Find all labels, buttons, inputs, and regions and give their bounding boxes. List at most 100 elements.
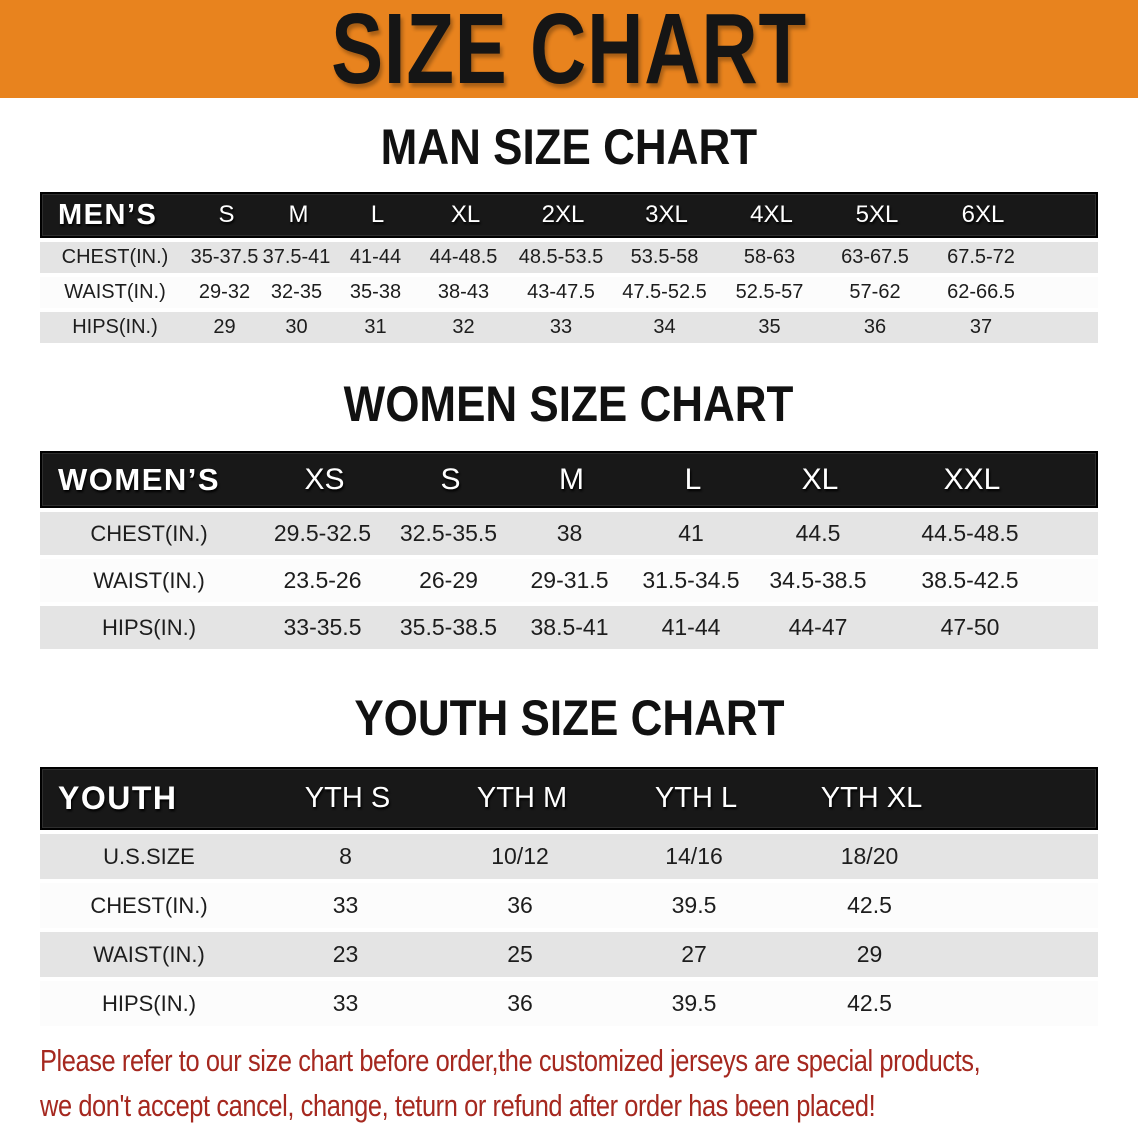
men-size-table: MEN’S S M L XL 2XL 3XL 4XL 5XL 6XL CHEST(IN.) 35-37… — [40, 192, 1098, 343]
table-cell: 57-62 — [849, 281, 901, 303]
table-cell: 29-31.5 — [530, 567, 609, 593]
table-cell: 31.5-34.5 — [642, 567, 740, 593]
table-cell: 32-35 — [270, 281, 323, 303]
table-cell: 38-43 — [437, 281, 490, 303]
table-cell: 23 — [332, 941, 359, 967]
table-cell: 34.5-38.5 — [769, 567, 867, 593]
table-cell: 36 — [507, 892, 533, 918]
table-header-row: MEN’S S M L XL 2XL 3XL 4XL 5XL 6XL — [40, 192, 1098, 238]
man-section-heading: MAN SIZE CHART — [0, 120, 1138, 174]
table-header-label: YOUTH — [58, 780, 178, 816]
column-header: S — [218, 201, 235, 228]
youth-size-table: YOUTH YTH S YTH M YTH L YTH XL U.S.SIZE 8 10/12… — [40, 767, 1098, 1026]
table-cell: 52.5-57 — [735, 281, 804, 303]
table-row: HIPS(IN.) 29 30 31 32 33 34 35 36 37 — [40, 312, 1098, 343]
order-disclaimer-note: Please refer to our size chart before or… — [40, 1038, 1138, 1128]
column-header: YTH M — [476, 782, 568, 814]
column-header: XL — [801, 462, 839, 496]
row-label: WAIST(IN.) — [93, 567, 205, 593]
table-cell: 42.5 — [847, 990, 892, 1016]
table-cell: 29 — [856, 941, 883, 967]
table-cell: 37 — [969, 316, 993, 338]
column-header: XXL — [943, 462, 1001, 496]
table-cell: 26-29 — [419, 567, 478, 593]
column-header: XL — [450, 201, 481, 228]
table-cell: 35-38 — [349, 281, 402, 303]
table-cell: 43-47.5 — [527, 281, 595, 303]
column-header: 5XL — [855, 201, 899, 228]
table-cell: 67.5-72 — [947, 246, 1015, 268]
table-cell: 35 — [758, 316, 781, 338]
table-cell: 33 — [549, 316, 573, 338]
table-cell: 31 — [364, 316, 387, 338]
column-header: 3XL — [645, 201, 688, 228]
table-row: U.S.SIZE 8 10/12 14/16 18/20 — [40, 834, 1098, 879]
table-header-row: WOMEN’S XS S M L XL XXL — [40, 451, 1098, 508]
column-header: YTH XL — [820, 782, 923, 814]
table-cell: 58-63 — [743, 246, 796, 268]
table-cell: 41 — [678, 520, 704, 546]
column-header: L — [370, 201, 385, 228]
row-label: HIPS(IN.) — [101, 990, 197, 1016]
table-cell: 23.5-26 — [283, 567, 362, 593]
column-header: 6XL — [961, 201, 1005, 228]
table-cell: 44.5 — [795, 520, 841, 546]
column-header: 4XL — [750, 201, 793, 228]
row-label: HIPS(IN.) — [101, 614, 197, 640]
table-cell: 48.5-53.5 — [518, 246, 604, 268]
table-cell: 41-44 — [661, 614, 721, 640]
column-header: YTH L — [654, 782, 738, 814]
table-cell: 32.5-35.5 — [399, 520, 498, 546]
youth-section-heading-text: YOUTH SIZE CHART — [353, 690, 785, 746]
row-label: WAIST(IN.) — [93, 941, 205, 967]
table-cell: 33 — [332, 990, 359, 1016]
table-row: WAIST(IN.) 23.5-26 26-29 29-31.5 31.5-34.5 34… — [40, 559, 1098, 602]
table-cell: 25 — [507, 941, 533, 967]
table-cell: 62-66.5 — [947, 281, 1015, 303]
table-cell: 47-50 — [940, 614, 1000, 640]
column-header: S — [440, 462, 461, 496]
column-header: L — [684, 462, 702, 496]
table-cell: 53.5-58 — [630, 246, 699, 268]
table-cell: 35.5-38.5 — [399, 614, 498, 640]
table-cell: 37.5-41 — [262, 246, 331, 268]
table-cell: 39.5 — [671, 990, 717, 1016]
table-row: WAIST(IN.) 23 25 27 29 — [40, 932, 1098, 977]
table-cell: 34 — [653, 316, 676, 338]
table-cell: 41-44 — [349, 246, 402, 268]
table-cell: 18/20 — [840, 843, 899, 869]
column-header: YTH S — [304, 782, 391, 814]
table-cell: 33-35.5 — [283, 614, 362, 640]
table-cell: 47.5-52.5 — [622, 281, 707, 303]
table-header-label: WOMEN’S — [58, 461, 221, 497]
table-cell: 36 — [507, 990, 533, 1016]
size-chart-banner: SIZE CHART — [0, 0, 1138, 98]
table-row: CHEST(IN.) 35-37.5 37.5-41 41-44 44-48.5 48.5… — [40, 242, 1098, 273]
table-cell: 38.5-41 — [530, 614, 609, 640]
note-line-2: we don't accept cancel, change, teturn o… — [40, 1088, 876, 1123]
table-cell: 29-32 — [198, 281, 251, 303]
table-cell: 44-47 — [788, 614, 848, 640]
row-label: WAIST(IN.) — [64, 281, 166, 303]
row-label: U.S.SIZE — [103, 843, 195, 869]
column-header: XS — [304, 462, 345, 496]
table-cell: 35-37.5 — [190, 246, 259, 268]
table-row: HIPS(IN.) 33 36 39.5 42.5 — [40, 981, 1098, 1026]
row-label: CHEST(IN.) — [61, 246, 169, 268]
table-header-label: MEN’S — [58, 198, 158, 231]
youth-section-heading: YOUTH SIZE CHART — [0, 691, 1138, 745]
column-header: M — [559, 462, 584, 496]
row-label: CHEST(IN.) — [90, 892, 208, 918]
women-section-heading: WOMEN SIZE CHART — [0, 377, 1138, 431]
table-cell: 29 — [213, 316, 236, 338]
column-header: M — [288, 201, 309, 228]
banner-title: SIZE CHART — [331, 0, 807, 98]
table-cell: 14/16 — [665, 843, 723, 869]
table-row: CHEST(IN.) 33 36 39.5 42.5 — [40, 883, 1098, 928]
table-cell: 42.5 — [847, 892, 892, 918]
table-cell: 38.5-42.5 — [921, 567, 1019, 593]
women-size-table: WOMEN’S XS S M L XL XXL CHEST(IN.) 29.5-32.5 32.5… — [40, 451, 1098, 649]
column-header: 2XL — [541, 201, 585, 228]
note-line-1: Please refer to our size chart before or… — [40, 1043, 981, 1078]
table-row: CHEST(IN.) 29.5-32.5 32.5-35.5 38 41 44.5 44.5… — [40, 512, 1098, 555]
